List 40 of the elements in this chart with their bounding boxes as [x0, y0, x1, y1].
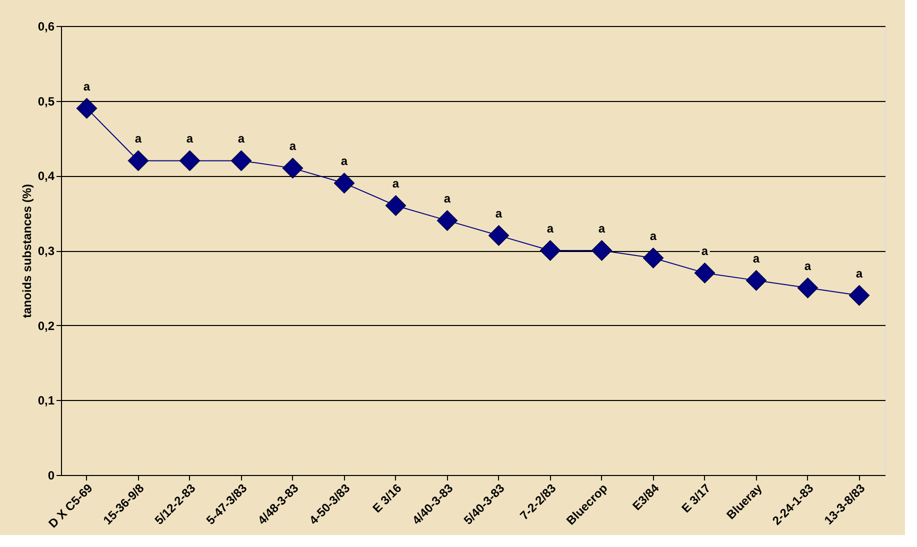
- y-tick-label: 0,2: [38, 318, 55, 333]
- data-label: a: [444, 192, 451, 206]
- point: [334, 172, 355, 194]
- point: [128, 150, 149, 172]
- data-label: a: [856, 266, 863, 280]
- point: [282, 158, 304, 179]
- point: [591, 240, 612, 261]
- y-tick-label: 0,1: [38, 394, 55, 408]
- point: [179, 150, 200, 172]
- data-label: a: [340, 154, 348, 168]
- point: [694, 262, 716, 284]
- data-label: a: [546, 222, 554, 236]
- point: [76, 98, 98, 119]
- data-label: a: [186, 132, 194, 146]
- point: [642, 247, 664, 268]
- data-label: a: [289, 139, 296, 154]
- data-label: a: [701, 244, 708, 258]
- data-label: a: [495, 206, 502, 221]
- point: [797, 277, 818, 298]
- y-tick-label: 0,5: [38, 94, 55, 108]
- point: [488, 225, 510, 246]
- y-tick-label: 0,6: [38, 20, 55, 34]
- point: [848, 284, 870, 306]
- data-label: a: [598, 222, 606, 236]
- y-tick-label: 0,3: [38, 244, 55, 258]
- y-axis-title: tanoids substances (%): [20, 184, 34, 318]
- y-tick-label: 0: [48, 468, 55, 482]
- data-label: a: [238, 132, 245, 146]
- data-label: a: [650, 228, 657, 243]
- data-label: a: [804, 258, 812, 273]
- data-label: a: [392, 176, 400, 191]
- point: [436, 210, 458, 232]
- data-label: a: [134, 132, 142, 146]
- data-label: a: [752, 251, 760, 266]
- point: [540, 240, 561, 261]
- point: [385, 195, 406, 216]
- data-label: a: [83, 79, 90, 94]
- y-tick-label: 0,4: [38, 169, 55, 184]
- point: [746, 270, 767, 291]
- point: [230, 150, 252, 172]
